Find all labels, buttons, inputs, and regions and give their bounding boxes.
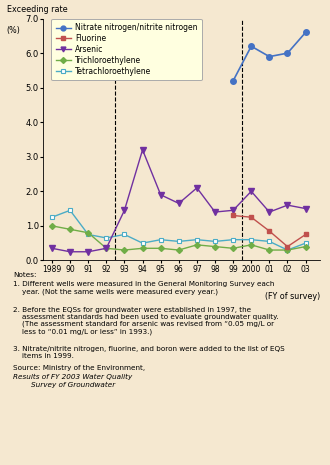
Text: Exceeding rate: Exceeding rate bbox=[7, 5, 68, 14]
Trichloroethylene bbox=[86, 230, 90, 236]
Line: Tetrachloroethylene: Tetrachloroethylene bbox=[50, 208, 308, 252]
Tetrachloroethylene bbox=[304, 240, 308, 246]
Nitrate nitrogen/nitrite nitrogen bbox=[231, 78, 235, 84]
Text: Notes:: Notes: bbox=[13, 272, 37, 278]
Trichloroethylene bbox=[195, 242, 199, 248]
Trichloroethylene bbox=[249, 242, 253, 248]
Text: 2. Before the EQSs for groundwater were established in 1997, the
    assessment : 2. Before the EQSs for groundwater were … bbox=[13, 307, 279, 335]
Trichloroethylene bbox=[304, 244, 308, 249]
Text: 1. Different wells were measured in the General Monitoring Survey each
    year.: 1. Different wells were measured in the … bbox=[13, 281, 275, 295]
Fluorine bbox=[267, 228, 271, 234]
Tetrachloroethylene bbox=[177, 239, 181, 244]
Trichloroethylene bbox=[50, 223, 54, 229]
Arsenic bbox=[304, 206, 308, 212]
Arsenic bbox=[50, 246, 54, 251]
Arsenic bbox=[195, 185, 199, 191]
Arsenic bbox=[285, 202, 289, 208]
Arsenic bbox=[159, 192, 163, 198]
Arsenic bbox=[213, 209, 217, 215]
Fluorine bbox=[231, 213, 235, 218]
Line: Arsenic: Arsenic bbox=[49, 147, 308, 254]
Trichloroethylene bbox=[177, 247, 181, 253]
Tetrachloroethylene bbox=[267, 239, 271, 244]
Text: Source: Ministry of the Environment,: Source: Ministry of the Environment, bbox=[13, 365, 148, 371]
Arsenic bbox=[122, 207, 126, 213]
Text: Results of FY 2003 Water Quality
        Survey of Groundwater: Results of FY 2003 Water Quality Survey … bbox=[13, 374, 132, 387]
Tetrachloroethylene bbox=[285, 247, 289, 253]
Text: 3. Nitrate/nitrite nitrogen, fluorine, and boron were added to the list of EQS
 : 3. Nitrate/nitrite nitrogen, fluorine, a… bbox=[13, 346, 285, 359]
Tetrachloroethylene bbox=[50, 214, 54, 220]
Fluorine bbox=[249, 214, 253, 220]
Tetrachloroethylene bbox=[104, 235, 108, 241]
Arsenic bbox=[177, 200, 181, 206]
Nitrate nitrogen/nitrite nitrogen bbox=[249, 43, 253, 49]
Trichloroethylene bbox=[267, 247, 271, 253]
Text: (FY of survey): (FY of survey) bbox=[265, 292, 320, 301]
Tetrachloroethylene bbox=[86, 232, 90, 237]
Tetrachloroethylene bbox=[159, 237, 163, 242]
Trichloroethylene bbox=[104, 246, 108, 251]
Tetrachloroethylene bbox=[68, 207, 72, 213]
Tetrachloroethylene bbox=[195, 237, 199, 242]
Trichloroethylene bbox=[159, 246, 163, 251]
Line: Fluorine: Fluorine bbox=[231, 213, 308, 249]
Trichloroethylene bbox=[231, 246, 235, 251]
Trichloroethylene bbox=[285, 247, 289, 253]
Text: (%): (%) bbox=[7, 26, 21, 35]
Trichloroethylene bbox=[68, 226, 72, 232]
Arsenic bbox=[141, 147, 145, 153]
Fluorine bbox=[285, 244, 289, 249]
Nitrate nitrogen/nitrite nitrogen bbox=[304, 30, 308, 35]
Tetrachloroethylene bbox=[213, 239, 217, 244]
Trichloroethylene bbox=[213, 244, 217, 249]
Tetrachloroethylene bbox=[122, 232, 126, 237]
Arsenic bbox=[68, 249, 72, 254]
Legend: Nitrate nitrogen/nitrite nitrogen, Fluorine, Arsenic, Trichloroethylene, Tetrach: Nitrate nitrogen/nitrite nitrogen, Fluor… bbox=[51, 19, 202, 80]
Trichloroethylene bbox=[141, 246, 145, 251]
Arsenic bbox=[104, 246, 108, 251]
Line: Trichloroethylene: Trichloroethylene bbox=[50, 224, 308, 252]
Arsenic bbox=[86, 249, 90, 254]
Arsenic bbox=[231, 207, 235, 213]
Arsenic bbox=[267, 209, 271, 215]
Tetrachloroethylene bbox=[231, 237, 235, 242]
Tetrachloroethylene bbox=[141, 240, 145, 246]
Arsenic bbox=[249, 188, 253, 194]
Tetrachloroethylene bbox=[249, 237, 253, 242]
Nitrate nitrogen/nitrite nitrogen bbox=[267, 54, 271, 60]
Nitrate nitrogen/nitrite nitrogen bbox=[285, 50, 289, 56]
Fluorine bbox=[304, 232, 308, 237]
Line: Nitrate nitrogen/nitrite nitrogen: Nitrate nitrogen/nitrite nitrogen bbox=[230, 30, 308, 84]
Trichloroethylene bbox=[122, 247, 126, 253]
